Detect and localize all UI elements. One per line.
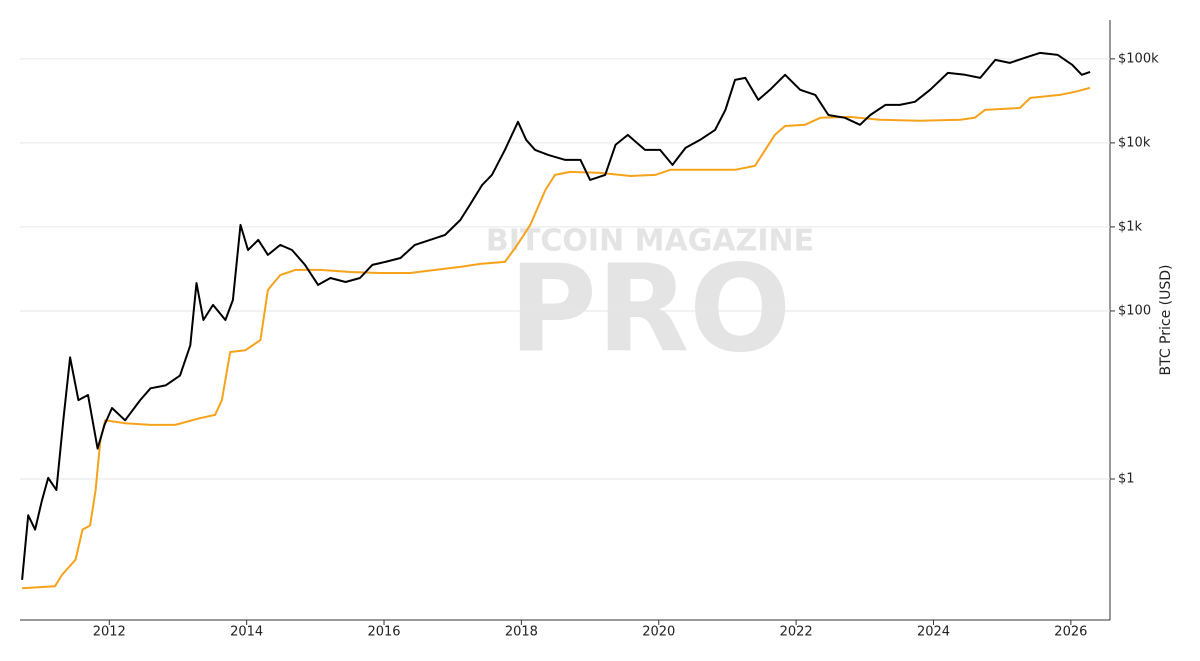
y-tick-label: $100k	[1118, 51, 1159, 66]
x-tick-label: 2026	[1054, 625, 1087, 640]
x-tick-label: 2016	[367, 625, 400, 640]
x-tick-label: 2014	[230, 625, 263, 640]
x-tick-label: 2012	[93, 625, 126, 640]
series-line	[21, 51, 1091, 580]
y-tick-label: $1	[1118, 472, 1135, 487]
y-tick-label: $10k	[1118, 135, 1151, 150]
x-tick-label: 2024	[917, 625, 950, 640]
x-tick-label: 2020	[642, 625, 675, 640]
watermark-main: PRO	[509, 241, 791, 380]
y-tick-label: $100	[1118, 303, 1151, 318]
series-line	[22, 86, 1091, 590]
x-tick-label: 2018	[505, 625, 538, 640]
watermark-top: BITCOIN MAGAZINE	[486, 224, 814, 259]
x-tick-label: 2022	[780, 625, 813, 640]
y-tick-label: $1k	[1118, 219, 1143, 234]
y-axis-title: BTC Price (USD)	[1158, 264, 1174, 375]
